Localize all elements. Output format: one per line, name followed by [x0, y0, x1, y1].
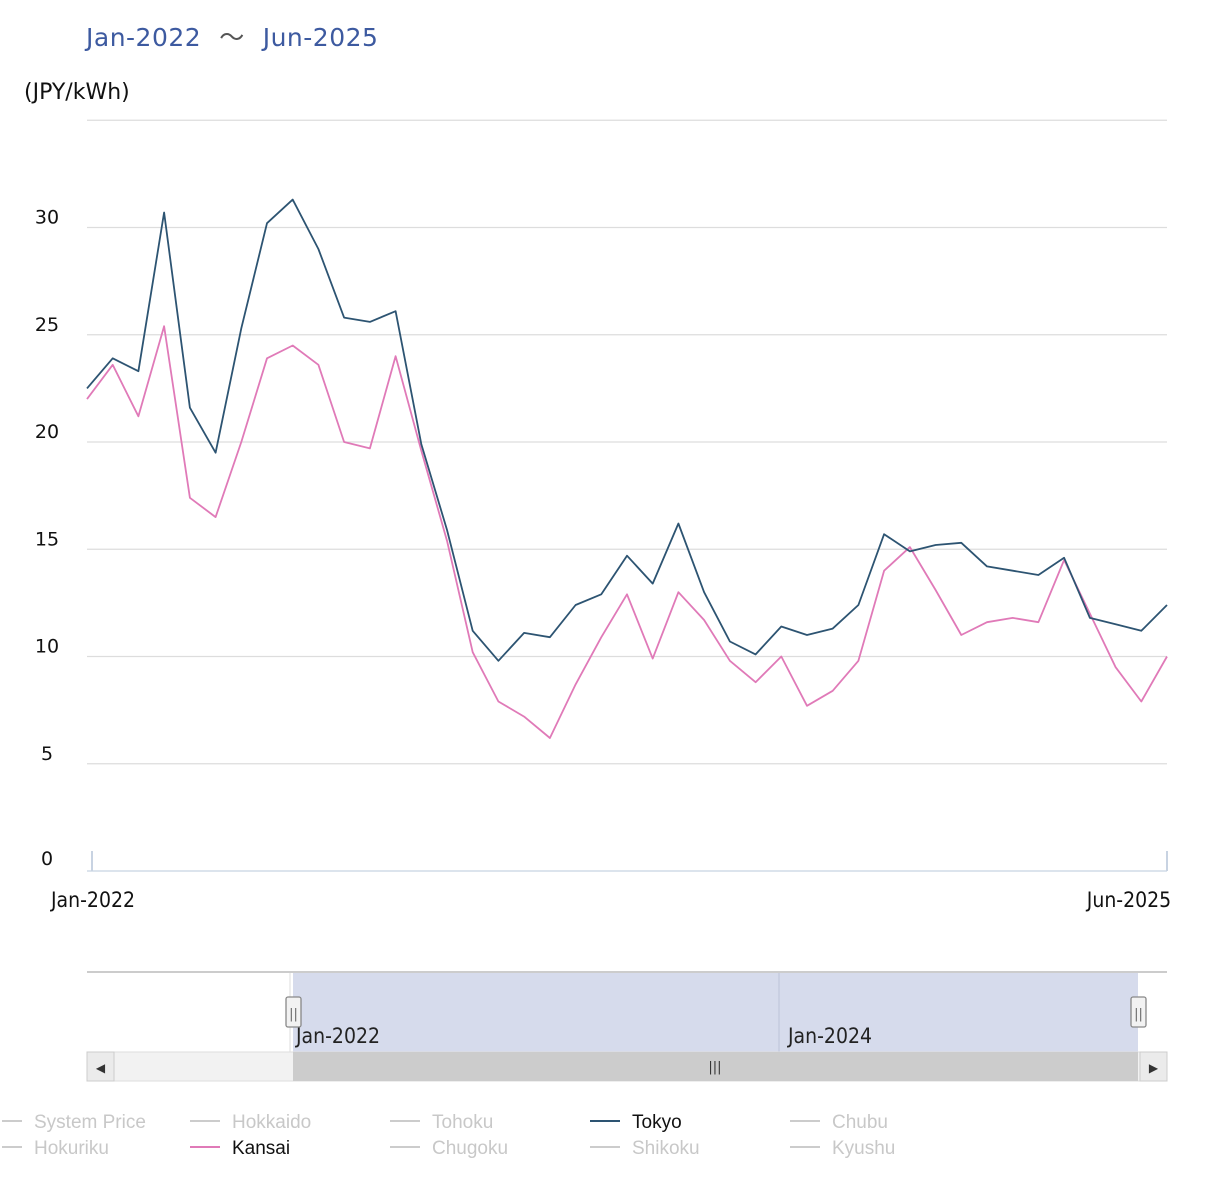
scrollbar-grip[interactable]: ||| [708, 1060, 721, 1075]
legend-item-chubu[interactable]: Chubu [790, 1112, 888, 1134]
legend-item-hokuriku[interactable]: Hokuriku [2, 1138, 109, 1160]
legend-label: Kansai [232, 1138, 291, 1159]
series-lines [86, 198, 1168, 739]
range-separator: 〜 [219, 23, 245, 52]
legend-item-chugoku[interactable]: Chugoku [390, 1138, 508, 1160]
legend-label: Kyushu [832, 1138, 896, 1159]
navigator-left-handle-box[interactable] [285, 996, 302, 1028]
navigator-left-handle-grip[interactable]: || [289, 1007, 298, 1022]
legend-label: Shikoku [632, 1138, 700, 1159]
legend-item-kansai[interactable]: Kansai [190, 1138, 290, 1160]
y-tick-label: 30 [35, 207, 59, 229]
navigator-label: Jan-2022 [294, 1023, 380, 1048]
navigator-right-handle[interactable]: || [1130, 996, 1147, 1028]
navigator-left-handle[interactable]: || [285, 996, 302, 1028]
legend-swatch [790, 1119, 820, 1122]
legend-item-kyushu[interactable]: Kyushu [790, 1138, 895, 1160]
y-tick-label: 15 [35, 528, 59, 550]
legend-swatch [390, 1119, 420, 1122]
range-to[interactable]: Jun-2025 [262, 23, 379, 52]
y-tick-label: 10 [35, 636, 59, 658]
legend-swatch [2, 1145, 22, 1148]
y-axis-title: (JPY/kWh) [24, 80, 130, 105]
legend-label: Chugoku [432, 1138, 509, 1159]
navigator-right-handle-grip[interactable]: || [1134, 1007, 1143, 1022]
scroll-right-arrow-icon[interactable]: ▶ [1149, 1061, 1159, 1075]
navigator-right-handle-box[interactable] [1130, 996, 1147, 1028]
navigator-selected-range[interactable] [293, 973, 1138, 1052]
legend-swatch [590, 1145, 620, 1148]
legend-swatch [790, 1145, 820, 1148]
x-tick-label: Jun-2025 [1085, 887, 1171, 912]
legend-label: Hokuriku [34, 1138, 109, 1159]
legend-item-system-price[interactable]: System Price [2, 1112, 146, 1134]
y-tick-label: 20 [35, 421, 59, 443]
y-tick-label: 5 [41, 743, 53, 765]
legend-item-hokkaido[interactable]: Hokkaido [190, 1112, 311, 1134]
y-tick-labels: 0 5 10 15 20 25 30 [35, 207, 59, 871]
legend-swatch [390, 1145, 420, 1148]
legend-label: System Price [34, 1112, 146, 1133]
y-tick-label: 25 [35, 314, 59, 336]
date-range-display: Jan-2022 〜 Jun-2025 [86, 18, 378, 54]
legend-swatch [590, 1119, 620, 1122]
legend-label: Chubu [832, 1112, 888, 1133]
legend-swatch [190, 1145, 220, 1148]
scroll-left-button[interactable] [86, 1051, 115, 1082]
grid-lines [87, 119, 1167, 765]
navigator[interactable]: Jan-2022 Jan-2024|| |||||◀ ▶ [86, 971, 1168, 1082]
legend-label: Tokyo [632, 1112, 682, 1133]
scroll-left-arrow-icon[interactable]: ◀ [96, 1061, 106, 1075]
range-from[interactable]: Jan-2022 [86, 23, 202, 52]
legend-label: Hokkaido [232, 1112, 312, 1133]
legend-label: Tohoku [432, 1112, 494, 1133]
scroll-right-button[interactable] [1139, 1051, 1168, 1082]
series-line-kansai [86, 325, 1168, 739]
legend-swatch [190, 1119, 220, 1122]
x-axis: Jan-2022 Jun-2025 [49, 851, 1171, 912]
legend: System Price Hokkaido Tohoku Tokyo Chubu Hoku… [0, 1112, 1216, 1172]
series-line-tokyo [86, 198, 1168, 662]
legend-item-tokyo[interactable]: Tokyo [590, 1112, 682, 1134]
legend-swatch [2, 1119, 22, 1122]
legend-item-tohoku[interactable]: Tohoku [390, 1112, 493, 1134]
navigator-label: Jan-2024 [786, 1023, 872, 1048]
x-tick-label: Jan-2022 [49, 887, 135, 912]
legend-item-shikoku[interactable]: Shikoku [590, 1138, 700, 1160]
y-tick-label: 0 [41, 848, 53, 870]
scrollbar-thumb[interactable] [293, 1052, 1138, 1081]
